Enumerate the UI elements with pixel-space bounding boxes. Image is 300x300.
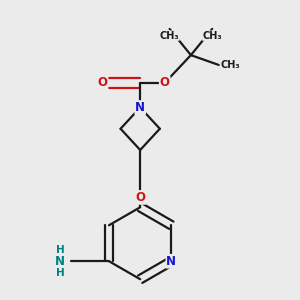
Text: N: N [55,255,65,268]
Text: H: H [56,245,65,255]
Text: N: N [167,255,176,268]
Text: O: O [98,76,108,89]
Text: CH₃: CH₃ [202,31,222,40]
Text: CH₃: CH₃ [160,31,179,40]
Text: O: O [160,76,170,89]
Text: O: O [135,191,145,204]
Text: CH₃: CH₃ [220,60,240,70]
Text: H: H [56,268,65,278]
Text: N: N [135,101,145,114]
